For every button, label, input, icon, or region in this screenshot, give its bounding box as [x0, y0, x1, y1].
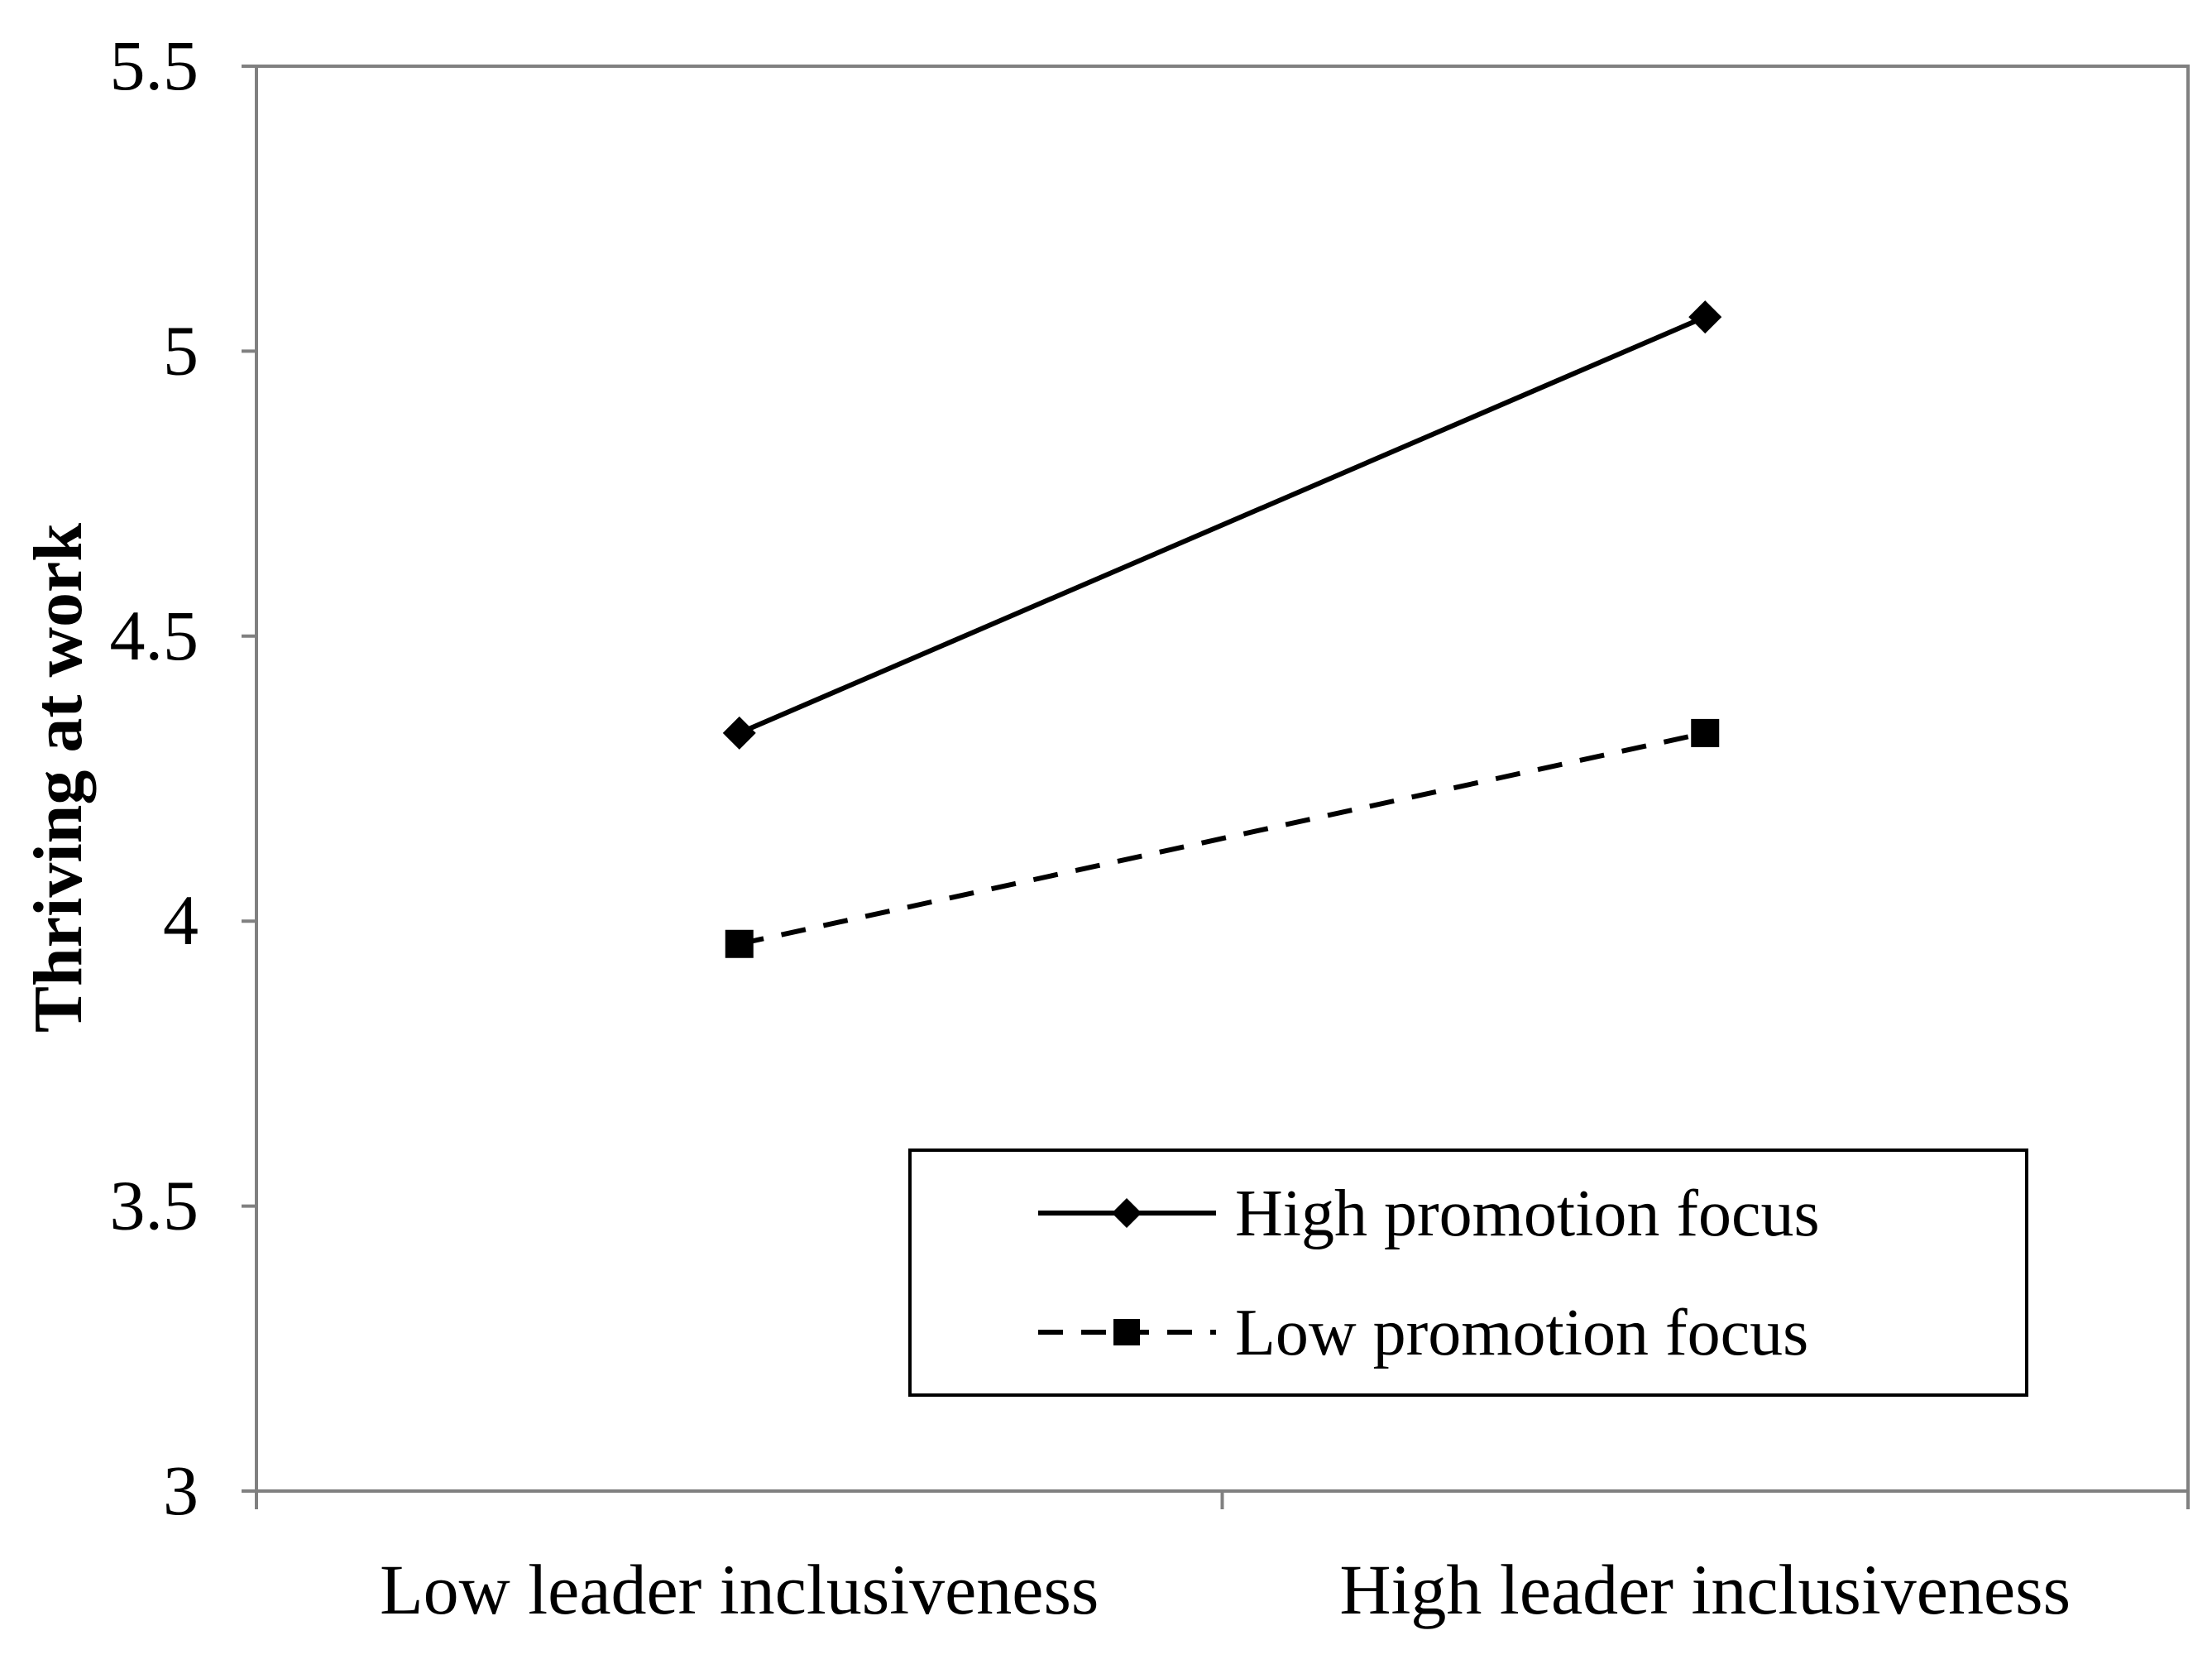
series-high-promotion-focus	[722, 300, 1722, 750]
legend: High promotion focus Low promotion focus	[908, 1148, 2028, 1397]
x-axis-ticks: Low leader inclusiveness High leader incl…	[255, 1491, 2190, 1629]
series-low-promotion-focus	[725, 718, 1720, 958]
series-layer	[722, 300, 1722, 958]
series-line	[738, 314, 1707, 736]
legend-label: High promotion focus	[1235, 1177, 1820, 1250]
data-point	[722, 716, 756, 750]
y-axis-ticks: 3 3.5 4 4.5 5 5.5	[110, 26, 256, 1530]
legend-items: High promotion focus Low promotion focus	[1038, 1177, 1820, 1369]
legend-marker	[1112, 1198, 1142, 1228]
y-tick-label: 3	[163, 1451, 199, 1530]
legend-marker	[1113, 1319, 1140, 1345]
y-tick-label: 4	[163, 880, 199, 960]
x-category-label: Low leader inclusiveness	[380, 1550, 1099, 1629]
series-line	[739, 730, 1706, 947]
data-point	[1691, 718, 1720, 747]
y-tick-label: 4.5	[110, 596, 199, 675]
data-point	[725, 929, 754, 958]
y-tick-label: 5	[163, 310, 199, 390]
y-tick-label: 3.5	[110, 1166, 199, 1245]
y-tick-label: 5.5	[110, 26, 199, 105]
legend-box	[908, 1148, 2028, 1397]
x-category-label: High leader inclusiveness	[1339, 1550, 2071, 1629]
data-point	[1688, 300, 1722, 334]
legend-label: Low promotion focus	[1235, 1297, 1808, 1369]
y-axis-title: Thriving at work	[20, 523, 97, 1033]
